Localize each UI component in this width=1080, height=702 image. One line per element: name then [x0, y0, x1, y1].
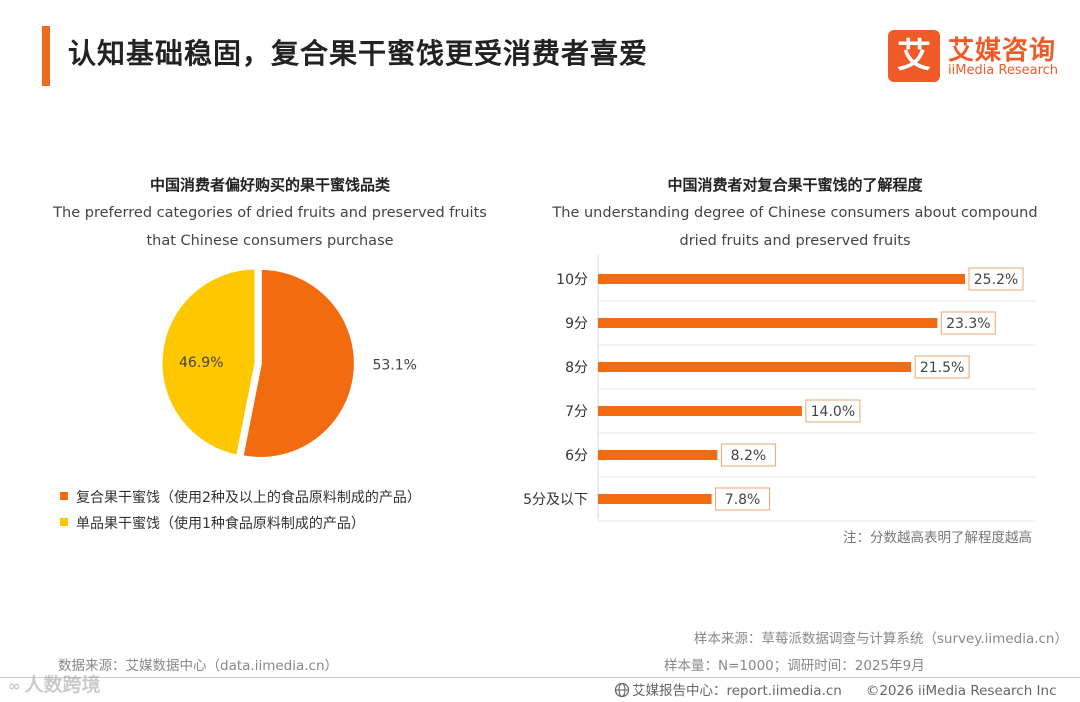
pie-slice	[159, 266, 258, 458]
bar-value-box	[968, 267, 1024, 291]
bar-value-box	[715, 487, 771, 511]
bar	[598, 362, 912, 372]
bar	[598, 450, 718, 460]
bar-value-box	[720, 443, 776, 467]
logo-en-text: iiMedia Research	[948, 63, 1059, 78]
bar-value-label: 14.0%	[811, 404, 855, 420]
report-center-link[interactable]: 艾媒报告中心：report.iimedia.cn	[632, 683, 842, 699]
bar-category-label: 7分	[565, 404, 588, 420]
watermark: ∞ 人数跨境	[8, 674, 101, 696]
bar-category-label: 8分	[565, 360, 588, 376]
pie-data-label: 53.1%	[372, 357, 416, 373]
legend-item-compound: 复合果干蜜饯（使用2种及以上的食品原料制成的产品）	[60, 488, 421, 514]
bar-category-label: 10分	[556, 272, 588, 288]
logo-cn-text: 艾媒咨询	[948, 36, 1057, 66]
bar-category-label: 6分	[565, 448, 588, 464]
bar-value-label: 23.3%	[946, 316, 990, 332]
bar-value-label: 21.5%	[920, 360, 964, 376]
bar-chart-subtitle: The understanding degree of Chinese cons…	[552, 205, 1038, 249]
logo-mark-icon: 艾	[888, 30, 940, 82]
footer-bottom: 艾媒报告中心：report.iimedia.cn ©2026 iiMedia Re…	[614, 679, 1057, 699]
bar-category-label: 5分及以下	[523, 492, 588, 508]
sample-source: 样本来源：草莓派数据调查与计算系统（survey.iimedia.cn）	[693, 631, 1068, 647]
bar-chart-note: 注：分数越高表明了解程度越高	[843, 530, 1032, 546]
pie-slice	[240, 266, 357, 460]
pie-chart-title: 中国消费者偏好购买的果干蜜饯品类	[149, 176, 390, 194]
bar-value-box	[940, 311, 996, 335]
legend-label-compound: 复合果干蜜饯（使用2种及以上的食品原料制成的产品）	[76, 490, 421, 506]
bar	[598, 494, 712, 504]
page-title: 认知基础稳固，复合果干蜜饯更受消费者喜爱	[68, 37, 649, 70]
bar-value-box	[914, 355, 970, 379]
brand-logo: 艾 艾媒咨询 iiMedia Research	[888, 30, 1064, 82]
legend-label-single: 单品果干蜜饯（使用1种食品原料制成的产品）	[76, 516, 365, 532]
legend-item-single: 单品果干蜜饯（使用1种食品原料制成的产品）	[60, 514, 421, 540]
pie-chart-subtitle: The preferred categories of dried fruits…	[53, 205, 487, 249]
title-accent-bar	[42, 26, 50, 86]
bar-category-label: 9分	[565, 316, 588, 332]
bar-chart: 10分 25.2% 9分 23.3% 8分 21.5% 7分 14.0% 6分 8.2% 5分及以下…	[523, 255, 1035, 522]
bar-value-label: 8.2%	[731, 448, 767, 464]
footer-divider	[0, 677, 1080, 678]
bar	[598, 318, 938, 328]
bar-value-label: 7.8%	[725, 492, 761, 508]
bar-chart-title: 中国消费者对复合果干蜜饯的了解程度	[667, 176, 923, 194]
data-source: 数据来源：艾媒数据中心（data.iimedia.cn）	[58, 658, 339, 674]
bar	[598, 274, 965, 284]
bar	[598, 406, 802, 416]
globe-icon	[614, 682, 630, 698]
copyright-text: ©2026 iiMedia Research Inc	[865, 683, 1057, 699]
bar-value-box	[805, 399, 861, 423]
bar-value-label: 25.2%	[974, 272, 1018, 288]
pie-legend: 复合果干蜜饯（使用2种及以上的食品原料制成的产品） 单品果干蜜饯（使用1种食品原…	[60, 488, 421, 540]
legend-swatch-single	[60, 518, 68, 526]
pie-chart: 53.1% 46.9%	[159, 266, 417, 460]
pie-data-label: 46.9%	[179, 355, 223, 371]
legend-swatch-compound	[60, 492, 68, 500]
sample-info: 样本量：N=1000；调研时间：2025年9月	[664, 658, 925, 674]
